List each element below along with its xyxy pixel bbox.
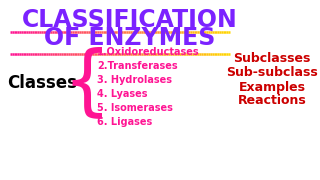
Text: Sub-subclass: Sub-subclass xyxy=(226,66,318,80)
Text: 5. Isomerases: 5. Isomerases xyxy=(97,103,173,113)
Text: Reactions: Reactions xyxy=(238,94,306,107)
Text: 1.Oxidoreductases: 1.Oxidoreductases xyxy=(97,47,200,57)
Text: 4. Lyases: 4. Lyases xyxy=(97,89,148,99)
Text: OF ENZYMES: OF ENZYMES xyxy=(44,26,216,50)
Text: {: { xyxy=(63,46,111,120)
Text: Subclasses: Subclasses xyxy=(233,53,311,66)
Text: Examples: Examples xyxy=(238,80,306,93)
Text: Classes: Classes xyxy=(7,74,77,92)
Text: CLASSIFICATION: CLASSIFICATION xyxy=(22,8,238,32)
Text: 3. Hydrolases: 3. Hydrolases xyxy=(97,75,172,85)
Text: 6. Ligases: 6. Ligases xyxy=(97,117,152,127)
Text: 2.Transferases: 2.Transferases xyxy=(97,61,178,71)
